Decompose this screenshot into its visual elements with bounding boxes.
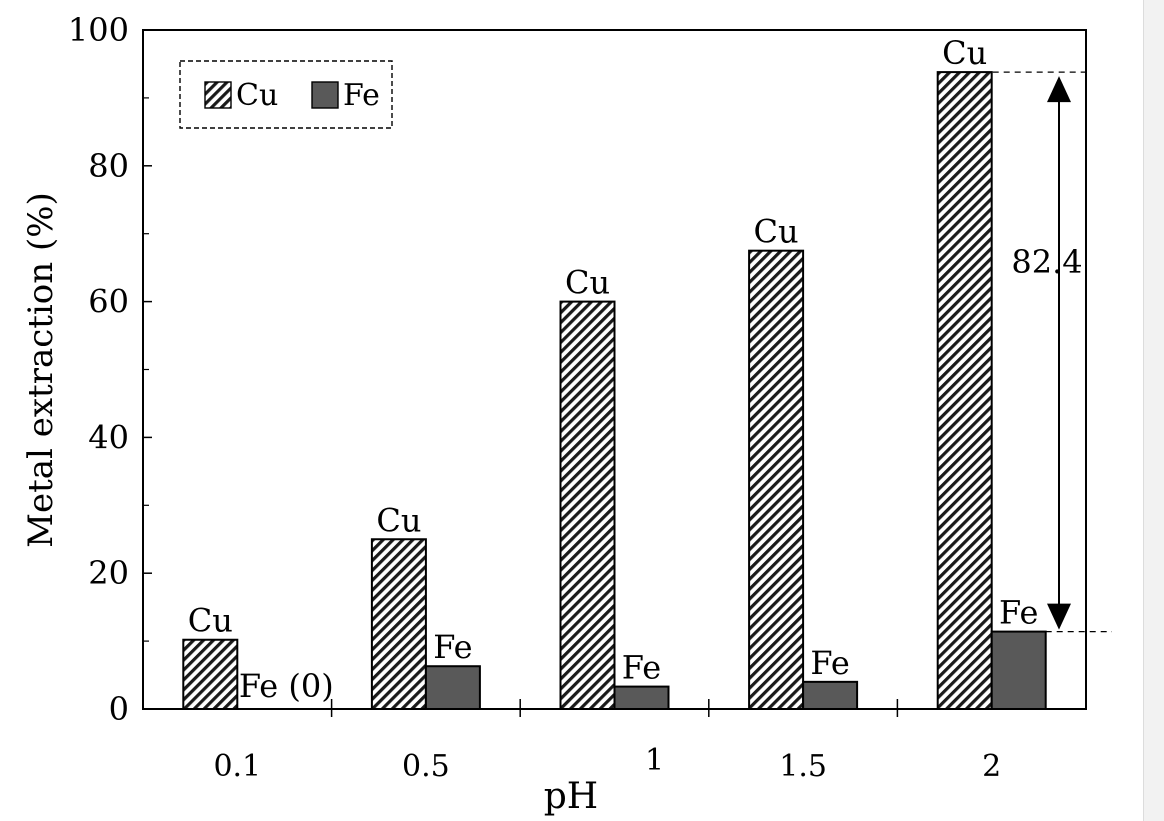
bar-label-fe: Fe (0) <box>239 667 334 705</box>
y-tick-label: 100 <box>68 11 129 49</box>
x-tick-label: 1 <box>645 743 664 778</box>
y-tick-label: 60 <box>88 283 129 321</box>
x-tick-label: 1.5 <box>779 749 827 784</box>
x-axis: 0.1 0.5 1 1.5 2 <box>213 699 1001 784</box>
x-tick-label: 0.1 <box>213 749 261 784</box>
y-tick-label: 80 <box>88 147 129 185</box>
legend-label-fe: Fe <box>343 78 380 113</box>
bar-fe <box>802 680 859 711</box>
annotation-arrow-head-down <box>1047 603 1071 630</box>
legend-swatch-fe <box>311 81 339 109</box>
bar-fe <box>990 630 1047 710</box>
bar-label-cu: Cu <box>188 602 233 640</box>
bar-label-fe: Fe <box>810 644 849 682</box>
y-tick-label: 0 <box>109 690 129 728</box>
annotation: 82.4 <box>937 71 1112 633</box>
annotation-arrow-head-up <box>1047 76 1071 103</box>
bar-label-cu: Cu <box>376 501 421 539</box>
legend: Cu Fe <box>179 60 393 129</box>
bar-label-fe: Fe <box>622 649 661 687</box>
bar-cu <box>182 638 239 711</box>
bar-label-cu: Cu <box>754 213 799 251</box>
bars <box>182 71 1047 711</box>
bar-label-fe: Fe <box>999 594 1038 632</box>
x-tick-label: 2 <box>982 749 1001 784</box>
bar-cu <box>748 249 805 711</box>
bar-label-cu: Cu <box>565 264 610 302</box>
y-axis-label: Metal extraction (%) <box>21 192 61 548</box>
bar-label-fe: Fe <box>433 628 472 666</box>
window-edge <box>1143 0 1164 821</box>
x-tick-label: 0.5 <box>402 749 450 784</box>
y-tick-label: 40 <box>88 418 129 456</box>
x-axis-label: pH <box>544 776 598 817</box>
y-tick-label: 20 <box>88 554 129 592</box>
bar-cu <box>370 538 427 710</box>
legend-swatch-cu <box>204 81 232 109</box>
annotation-label: 82.4 <box>1011 243 1082 281</box>
bar-cu <box>936 71 993 710</box>
bar-label-cu: Cu <box>942 34 987 72</box>
legend-label-cu: Cu <box>236 78 278 113</box>
y-axis: 0 20 40 60 80 100 <box>68 11 152 728</box>
bar-fe <box>424 665 481 711</box>
bar-fe <box>613 685 670 711</box>
bar-cu <box>559 300 616 710</box>
